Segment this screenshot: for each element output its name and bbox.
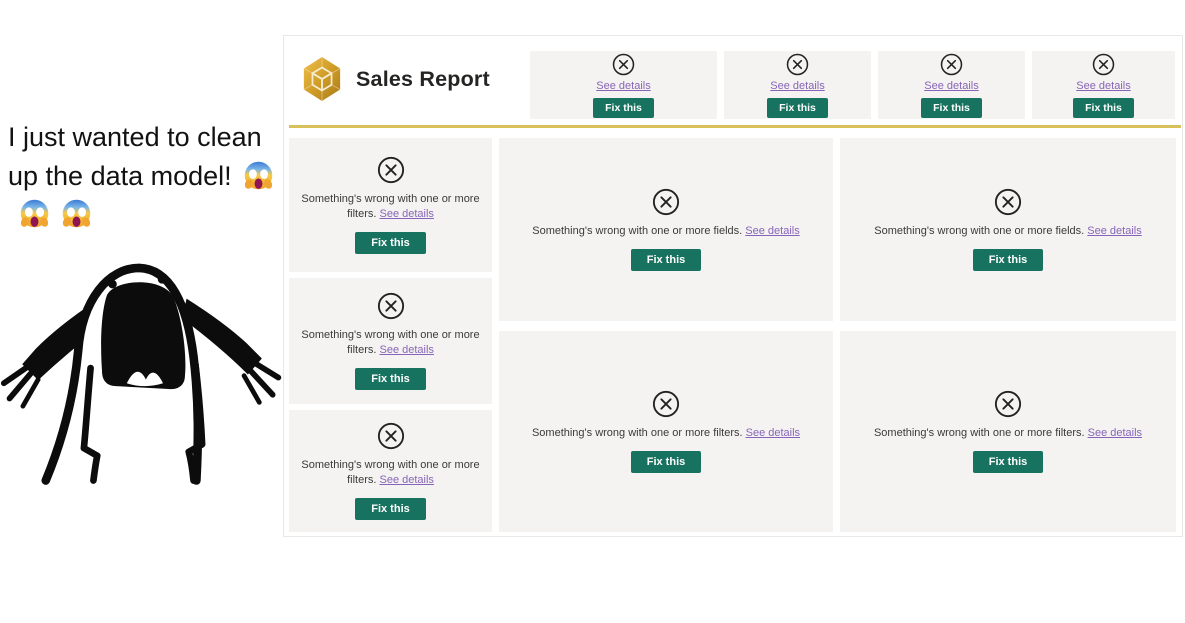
fix-this-button[interactable]: Fix this [593, 97, 654, 118]
gold-divider [289, 125, 1181, 128]
screaming-face-emoji [61, 198, 92, 229]
error-circle-x-icon [940, 53, 963, 76]
error-card: Something's wrong with one or more filte… [499, 331, 833, 532]
report-canvas: Something's wrong with one or more filte… [289, 138, 1176, 532]
powerbi-report: Sales Report See details Fix this See de… [283, 35, 1183, 537]
left-column: Something's wrong with one or more filte… [289, 138, 492, 532]
error-card: Something's wrong with one or more field… [840, 138, 1176, 321]
error-card: See details Fix this [724, 51, 871, 119]
error-card: See details Fix this [878, 51, 1025, 119]
see-details-link[interactable]: See details [924, 79, 979, 92]
error-message: Something's wrong with one or more filte… [873, 427, 1143, 439]
screaming-face-emoji [243, 160, 274, 191]
fix-this-button[interactable]: Fix this [355, 498, 426, 520]
report-title: Sales Report [356, 66, 490, 91]
error-card: Something's wrong with one or more filte… [840, 331, 1176, 532]
report-brand: Sales Report [301, 56, 490, 102]
flork-screaming-figure [0, 243, 286, 535]
error-circle-x-icon [612, 53, 635, 76]
fix-this-button[interactable]: Fix this [972, 451, 1044, 473]
error-card: Something's wrong with one or more filte… [289, 410, 492, 532]
error-card: See details Fix this [1032, 51, 1175, 119]
see-details-link[interactable]: See details [745, 427, 801, 439]
error-card: Something's wrong with one or more field… [499, 138, 833, 321]
fix-this-button[interactable]: Fix this [630, 451, 702, 473]
error-circle-x-icon [994, 188, 1022, 216]
screaming-face-emoji [19, 198, 50, 229]
see-details-link[interactable]: See details [379, 474, 434, 486]
see-details-link[interactable]: See details [379, 344, 434, 356]
error-message: Something's wrong with one or more filte… [301, 329, 480, 356]
see-details-link[interactable]: See details [379, 208, 434, 220]
error-message: Something's wrong with one or more filte… [301, 459, 480, 486]
error-card: See details Fix this [530, 51, 717, 119]
fix-this-button[interactable]: Fix this [355, 232, 426, 254]
see-details-link[interactable]: See details [745, 225, 800, 237]
fix-this-button[interactable]: Fix this [921, 97, 982, 118]
error-circle-x-icon [786, 53, 809, 76]
center-column: Something's wrong with one or more field… [499, 138, 833, 532]
see-details-link[interactable]: See details [1087, 427, 1143, 439]
error-message: Something's wrong with one or more filte… [531, 427, 801, 439]
see-details-link[interactable]: See details [1087, 225, 1142, 237]
fix-this-button[interactable]: Fix this [355, 368, 426, 390]
fix-this-button[interactable]: Fix this [630, 249, 702, 271]
gold-gem-logo-icon [301, 56, 343, 102]
fix-this-button[interactable]: Fix this [1073, 97, 1134, 118]
error-message: Something's wrong with one or more filte… [301, 193, 480, 220]
error-message: Something's wrong with one or more field… [532, 225, 800, 237]
error-circle-x-icon [377, 422, 405, 450]
error-message: Something's wrong with one or more field… [874, 225, 1142, 237]
top-error-strip: See details Fix this See details Fix thi… [530, 51, 1175, 119]
error-circle-x-icon [377, 156, 405, 184]
see-details-link[interactable]: See details [596, 79, 651, 92]
meme-caption-text: I just wanted to clean up the data model… [8, 122, 262, 191]
see-details-link[interactable]: See details [1076, 79, 1131, 92]
right-column: Something's wrong with one or more field… [840, 138, 1176, 532]
error-card: Something's wrong with one or more filte… [289, 278, 492, 404]
fix-this-button[interactable]: Fix this [972, 249, 1044, 271]
see-details-link[interactable]: See details [770, 79, 825, 92]
fix-this-button[interactable]: Fix this [767, 97, 828, 118]
meme-caption: I just wanted to clean up the data model… [8, 118, 276, 234]
error-circle-x-icon [652, 188, 680, 216]
error-circle-x-icon [1092, 53, 1115, 76]
error-card: Something's wrong with one or more filte… [289, 138, 492, 272]
error-circle-x-icon [652, 390, 680, 418]
error-circle-x-icon [994, 390, 1022, 418]
error-circle-x-icon [377, 292, 405, 320]
